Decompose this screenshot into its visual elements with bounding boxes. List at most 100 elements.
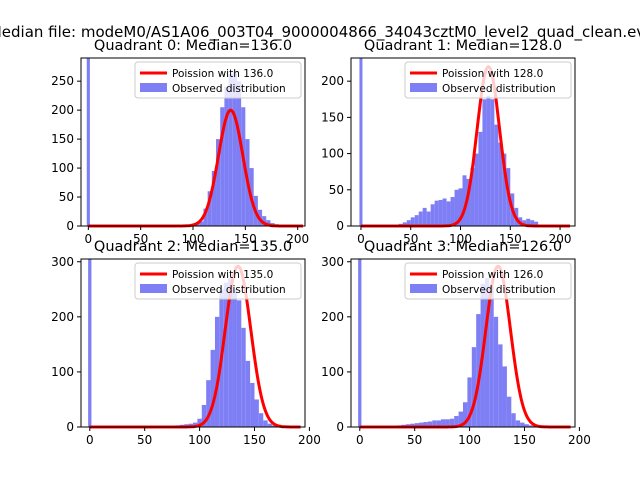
histogram-bar bbox=[530, 220, 535, 226]
histogram-bar bbox=[206, 380, 211, 427]
histogram-bar bbox=[193, 422, 198, 427]
histogram-bar bbox=[236, 81, 242, 226]
histogram-bar bbox=[463, 402, 468, 427]
legend-model-label: Poission with 126.0 bbox=[442, 269, 543, 281]
poisson-model-line bbox=[87, 108, 304, 228]
y-tick-label: 100 bbox=[321, 147, 344, 161]
histogram-bar bbox=[414, 215, 419, 226]
histogram-bar bbox=[524, 424, 529, 427]
histogram-bar bbox=[267, 423, 273, 427]
x-tick-label: 50 bbox=[137, 433, 152, 447]
histogram-bar bbox=[449, 418, 455, 427]
y-tick-label: 100 bbox=[51, 365, 74, 379]
histogram-bar bbox=[526, 218, 531, 226]
legend-hist-label: Observed distribution bbox=[442, 83, 556, 95]
y-tick-label: 0 bbox=[66, 219, 74, 233]
histogram-bar bbox=[236, 300, 242, 427]
axes-frame bbox=[80, 258, 306, 428]
y-tick-label: 200 bbox=[321, 74, 344, 88]
histogram-bar bbox=[502, 153, 507, 226]
histogram-bar bbox=[462, 175, 467, 226]
histogram-bar bbox=[438, 199, 443, 226]
axes-frame bbox=[350, 57, 576, 227]
histogram-bar bbox=[493, 316, 499, 427]
x-tick-label: 0 bbox=[356, 433, 364, 447]
y-tick-label: 0 bbox=[336, 219, 344, 233]
histogram-bar bbox=[228, 278, 233, 427]
histogram-bar bbox=[250, 382, 255, 427]
quadrant-3-title: Quadrant 3: Median=126.0 bbox=[364, 239, 562, 255]
legend-model-label: Poission with 135.0 bbox=[172, 269, 273, 281]
histogram-bar bbox=[466, 178, 471, 226]
histogram-bar bbox=[422, 207, 427, 226]
y-tick-label: 250 bbox=[51, 74, 74, 88]
x-tick-label: 100 bbox=[188, 433, 211, 447]
histogram-bar bbox=[471, 347, 477, 427]
histogram-bar bbox=[432, 420, 437, 427]
quadrant-2-panel: Quadrant 2: Median=135.0 0 50 100 150 200 0 10… bbox=[51, 239, 321, 447]
histogram-bar bbox=[419, 422, 424, 427]
histogram-bar bbox=[458, 411, 463, 427]
x-tick-label: 50 bbox=[407, 433, 422, 447]
zero-spike-bar bbox=[358, 259, 362, 427]
x-tick-label: 150 bbox=[499, 232, 522, 246]
legend-hist-label: Observed distribution bbox=[172, 83, 286, 95]
x-tick-label: 0 bbox=[85, 232, 93, 246]
histogram-bar bbox=[410, 217, 415, 226]
quadrant-1-plot-area: 0 50 100 150 200 0 50 100 150 200 Poission with 12… bbox=[321, 57, 576, 246]
histogram-bar bbox=[467, 377, 472, 427]
legend-hist-swatch bbox=[140, 83, 167, 92]
legend-box bbox=[404, 61, 572, 99]
histogram-bar bbox=[201, 404, 207, 427]
histogram-bar bbox=[482, 99, 487, 226]
zero-spike-bar bbox=[359, 58, 363, 226]
histogram-bar bbox=[241, 107, 246, 226]
histogram-bar bbox=[199, 221, 204, 226]
histogram-bar bbox=[434, 200, 439, 226]
y-tick-label: 100 bbox=[51, 161, 74, 175]
y-tick-label: 150 bbox=[321, 110, 344, 124]
x-tick-label: 100 bbox=[449, 232, 472, 246]
y-tick-label: 50 bbox=[329, 183, 344, 197]
quadrant-3-plot-area: 0 50 100 150 200 0 100 200 300 Poission with 126.… bbox=[321, 255, 591, 447]
histogram-bar bbox=[262, 216, 267, 226]
y-tick-label: 100 bbox=[321, 365, 344, 379]
x-tick-label: 200 bbox=[286, 232, 309, 246]
axes-frame bbox=[350, 258, 576, 428]
histogram-bar bbox=[534, 221, 539, 226]
histogram-bar bbox=[450, 197, 455, 226]
legend-box bbox=[134, 262, 302, 300]
histogram-bar bbox=[454, 415, 459, 427]
histogram-bar bbox=[476, 314, 481, 427]
histogram-bar bbox=[484, 278, 490, 427]
histogram-bar bbox=[446, 201, 451, 226]
histogram-bar bbox=[441, 419, 446, 427]
y-tick-label: 50 bbox=[59, 190, 74, 204]
histogram-bar bbox=[470, 168, 475, 226]
histogram-bar bbox=[511, 413, 516, 427]
histogram-bar bbox=[494, 124, 499, 226]
quadrant-2-plot-area: 0 50 100 150 200 0 100 200 300 Poission with 135.… bbox=[51, 255, 321, 447]
quadrant-0-title: Quadrant 0: Median=136.0 bbox=[94, 38, 292, 54]
x-tick-label: 100 bbox=[182, 232, 205, 246]
histogram-bar bbox=[207, 191, 212, 226]
histogram-bar bbox=[445, 419, 450, 427]
legend-box bbox=[134, 61, 302, 99]
x-tick-label: 0 bbox=[86, 433, 94, 447]
y-tick-label: 0 bbox=[66, 420, 74, 434]
legend-hist-label: Observed distribution bbox=[442, 284, 556, 296]
histogram-bar bbox=[515, 420, 521, 427]
histogram-bar bbox=[506, 396, 512, 427]
histogram-bar bbox=[426, 211, 431, 226]
x-tick-label: 50 bbox=[133, 232, 148, 246]
histogram-bar bbox=[486, 95, 491, 226]
figure-suptitle: Median file: modeM0/AS1A06_003T04_900000… bbox=[0, 23, 640, 42]
histogram-bar bbox=[478, 131, 483, 226]
histogram-bar bbox=[216, 139, 221, 226]
histogram-bar bbox=[223, 282, 229, 427]
y-tick-label: 300 bbox=[51, 255, 74, 269]
histogram-bar bbox=[263, 420, 268, 427]
x-tick-label: 150 bbox=[243, 433, 266, 447]
histogram-bar bbox=[410, 423, 415, 427]
legend-model-label: Poission with 128.0 bbox=[442, 68, 543, 80]
